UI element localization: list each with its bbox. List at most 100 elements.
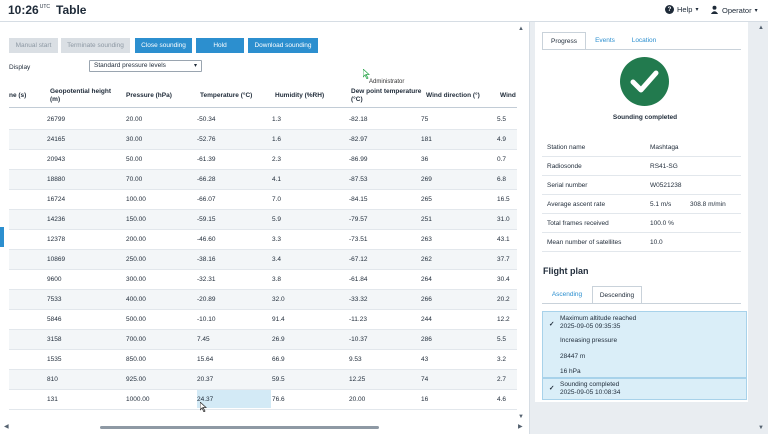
tab-events[interactable]: Events [595, 37, 615, 44]
table-row[interactable]: 7533 400.00 -20.89 32.0 -33.32 266 20.2 [9, 290, 517, 310]
table-cell: 20.00 [349, 396, 366, 403]
table-cell: 9.53 [349, 356, 362, 363]
table-row[interactable]: 16724 100.00 -66.07 7.0 -84.15 265 16.5 [9, 190, 517, 210]
column-header[interactable]: Wind [500, 92, 516, 99]
operator-menu[interactable]: Operator ▾ [710, 5, 758, 16]
table-cell: 150.00 [126, 216, 146, 223]
chevron-down-icon: ▾ [754, 8, 758, 14]
column-header[interactable]: Temperature (°C) [200, 92, 253, 99]
flight-plan-item-title: Maximum altitude reached [560, 315, 637, 322]
table-cell: 30.00 [126, 136, 143, 143]
info-row: Station name Mashtaga [542, 138, 741, 157]
table-cell: -84.15 [349, 196, 368, 203]
table-cell: 3158 [47, 336, 62, 343]
table-row[interactable]: 14236 150.00 -59.15 5.9 -79.57 251 31.0 [9, 210, 517, 230]
info-label: Total frames received [547, 220, 609, 227]
table-cell: 1.6 [272, 136, 282, 143]
clock-time: 10:26 [8, 3, 39, 17]
table-cell: 2.7 [497, 376, 507, 383]
chevron-down-icon: ▾ [695, 7, 699, 13]
column-header[interactable]: Geopotential height (m) [50, 88, 112, 103]
column-header[interactable]: Wind direction (°) [426, 92, 480, 99]
table-cell: 262 [421, 256, 432, 263]
table-cell: 5.5 [497, 116, 507, 123]
scroll-up-icon[interactable]: ▲ [758, 25, 764, 31]
table-cell: 2.3 [272, 156, 282, 163]
table-cell: 3.4 [272, 256, 282, 263]
column-header[interactable]: Dew point temperature (°C) [351, 88, 422, 103]
table-cell: 26799 [47, 116, 66, 123]
table-cell: 59.5 [272, 376, 285, 383]
table-header: ne (s) Geopotential height (m) Pressure … [9, 84, 517, 108]
info-row: Mean number of satellites 10.0 [542, 233, 741, 252]
tab-descending[interactable]: Descending [592, 286, 642, 303]
user-icon [710, 5, 719, 16]
top-bar: 10:26UTC Table ? Help ▾ Operator ▾ [0, 0, 768, 22]
side-panel-toggle[interactable] [0, 227, 4, 247]
column-header[interactable]: ne (s) [9, 92, 27, 99]
table-cell: 264 [421, 276, 432, 283]
flight-plan-item-sub: Increasing pressure [560, 337, 618, 344]
scroll-right-icon[interactable]: ▶ [518, 424, 523, 430]
table-cell: 100.00 [126, 196, 146, 203]
table-cell: 24.37 [197, 396, 214, 403]
scroll-down-icon[interactable]: ▼ [518, 414, 524, 420]
table-cell: 5.9 [272, 216, 282, 223]
table-cell: -50.34 [197, 116, 216, 123]
table-row[interactable]: 26799 20.00 -50.34 1.3 -82.18 75 5.5 [9, 110, 517, 130]
table-row[interactable]: 810 925.00 20.37 59.5 12.25 74 2.7 [9, 370, 517, 390]
table-row[interactable]: 5846 500.00 -10.10 91.4 -11.23 244 12.2 [9, 310, 517, 330]
info-row: Average ascent rate 5.1 m/s 308.8 m/min [542, 195, 741, 214]
table-cell: 265 [421, 196, 432, 203]
table-cell: 200.00 [126, 236, 146, 243]
table-row[interactable]: 18880 70.00 -66.28 4.1 -87.53 269 6.8 [9, 170, 517, 190]
table-cell: 4.6 [497, 396, 507, 403]
horizontal-scroll-thumb[interactable] [100, 426, 379, 429]
table-cell: 43 [421, 356, 429, 363]
table-cell: -38.16 [197, 256, 216, 263]
table-row[interactable]: 10869 250.00 -38.16 3.4 -67.12 262 37.7 [9, 250, 517, 270]
tab-ascending[interactable]: Ascending [551, 291, 583, 298]
flight-plan-item-time: 2025-09-05 09:35:35 [560, 323, 621, 330]
table-row[interactable]: 131 1000.00 24.37 76.6 20.00 16 4.6 [9, 390, 517, 410]
table-row[interactable]: 1535 850.00 15.64 66.9 9.53 43 3.2 [9, 350, 517, 370]
table-cell: -20.89 [197, 296, 216, 303]
scroll-down-icon[interactable]: ▼ [758, 425, 764, 431]
sounding-status-panel: Progress Events Location Sounding comple… [535, 22, 748, 402]
table-cell: 15.64 [197, 356, 214, 363]
terminate-sounding-button[interactable]: Terminate sounding [61, 38, 130, 53]
tab-progress[interactable]: Progress [542, 32, 586, 49]
info-label: Average ascent rate [547, 201, 606, 208]
table-cell: 7.45 [197, 336, 210, 343]
table-cell: 31.0 [497, 216, 510, 223]
tab-location[interactable]: Location [631, 37, 657, 44]
scroll-left-icon[interactable]: ◀ [4, 424, 9, 430]
scroll-up-icon[interactable]: ▲ [518, 26, 524, 32]
column-header[interactable]: Humidity (%RH) [275, 92, 325, 99]
column-header[interactable]: Pressure (hPa) [126, 92, 172, 99]
close-sounding-button[interactable]: Close sounding [135, 38, 192, 53]
table-cell: 266 [421, 296, 432, 303]
table-cell: 3.8 [272, 276, 282, 283]
flight-plan-item[interactable]: ✓ Maximum altitude reached 2025-09-05 09… [542, 311, 747, 378]
help-menu[interactable]: ? Help ▾ [665, 5, 698, 14]
table-row[interactable]: 3158 700.00 7.45 26.9 -10.37 286 5.5 [9, 330, 517, 350]
table-row[interactable]: 20943 50.00 -61.39 2.3 -86.99 36 0.7 [9, 150, 517, 170]
manual-start-button[interactable]: Manual start [9, 38, 58, 53]
table-cell: -79.57 [349, 216, 368, 223]
hold-button[interactable]: Hold [196, 38, 244, 53]
tab-divider [542, 303, 741, 304]
download-sounding-button[interactable]: Download sounding [248, 38, 318, 53]
sounding-status: Sounding completed [612, 114, 678, 121]
table-row[interactable]: 24165 30.00 -52.76 1.6 -82.97 181 4.9 [9, 130, 517, 150]
info-row: Serial number W0521238 [542, 176, 741, 195]
table-cell: 20.37 [197, 376, 214, 383]
clock-timezone: UTC [39, 4, 50, 10]
table-row[interactable]: 9600 300.00 -32.31 3.8 -61.84 264 30.4 [9, 270, 517, 290]
flight-plan-item[interactable]: ✓ Sounding completed 2025-09-05 10:08:34 [542, 378, 747, 400]
display-select[interactable]: Standard pressure levels ▾ [89, 60, 202, 72]
table-cell: 181 [421, 136, 432, 143]
clock: 10:26UTC [8, 3, 50, 17]
table-row[interactable]: 12378 200.00 -46.60 3.3 -73.51 263 43.1 [9, 230, 517, 250]
page-scrollbar[interactable]: ▲ ▼ [754, 22, 768, 434]
